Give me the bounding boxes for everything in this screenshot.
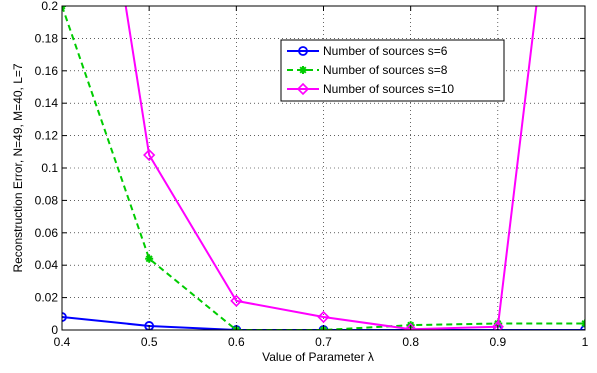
x-tick-label: 0.4 xyxy=(54,335,71,349)
axis-ticks xyxy=(61,5,586,331)
legend-label: Number of sources s=8 xyxy=(323,63,448,77)
data-point-circle xyxy=(62,312,67,322)
data-point-asterisk xyxy=(145,254,154,263)
data-point-diamond xyxy=(404,323,417,330)
y-tick-label: 0.14 xyxy=(35,96,59,110)
y-tick-label: 0.04 xyxy=(35,258,59,272)
y-tick-label: 0.02 xyxy=(35,291,59,305)
x-tick-label: 0.5 xyxy=(141,335,158,349)
legend: Number of sources s=6 Number of sources s… xyxy=(280,39,505,102)
y-tick-label: 0.06 xyxy=(35,226,59,240)
legend-label: Number of sources s=10 xyxy=(323,82,454,96)
x-axis-label: Value of Parameter λ xyxy=(262,350,374,364)
legend-entry-3: Number of sources s=10 xyxy=(287,82,454,96)
x-tick-label: 0.6 xyxy=(228,335,245,349)
x-tick-label: 1 xyxy=(582,335,589,349)
data-point-circle xyxy=(298,46,308,56)
y-tick-label: 0.08 xyxy=(35,193,59,207)
y-tick-labels: 0 0.02 0.04 0.06 0.08 0.1 0.12 0.14 0.16 0.18 0.2 xyxy=(35,0,59,337)
x-tick-labels: 0.4 0.5 0.6 0.7 0.8 0.9 1 xyxy=(54,335,589,349)
y-tick-label: 0.12 xyxy=(35,129,59,143)
legend-entry-1: Number of sources s=6 xyxy=(287,44,448,58)
x-tick-label: 0.8 xyxy=(402,335,419,349)
data-point-diamond xyxy=(230,294,243,307)
y-tick-label: 0.1 xyxy=(41,161,58,175)
data-point-diamond xyxy=(491,320,504,330)
y-tick-label: 0.2 xyxy=(41,0,58,13)
y-tick-label: 0 xyxy=(51,323,58,337)
legend-label: Number of sources s=6 xyxy=(323,44,448,58)
data-point-asterisk xyxy=(299,66,307,74)
y-axis-label: Reconstruction Error, N=49, M=40, L=7 xyxy=(11,63,25,272)
legend-entry-2: Number of sources s=8 xyxy=(287,63,448,77)
data-point-diamond xyxy=(143,148,156,162)
data-point-diamond xyxy=(317,310,330,324)
data-point-asterisk xyxy=(581,319,585,328)
x-tick-label: 0.7 xyxy=(315,335,332,349)
x-tick-label: 0.9 xyxy=(489,335,506,349)
y-tick-label: 0.18 xyxy=(35,31,59,45)
data-point-diamond xyxy=(296,82,310,96)
y-tick-label: 0.16 xyxy=(35,64,59,78)
